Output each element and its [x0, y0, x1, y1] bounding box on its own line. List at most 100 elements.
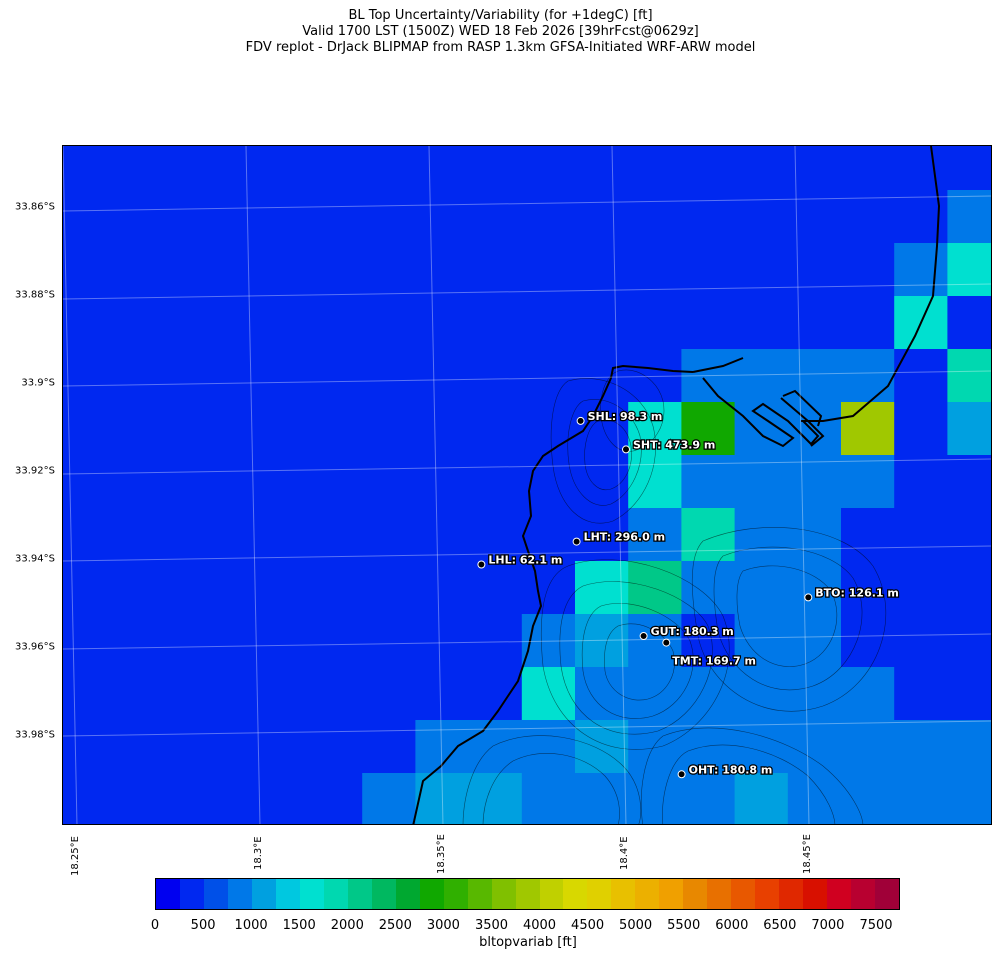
lat-gridline: [63, 195, 991, 212]
colorbar-segment: [491, 879, 516, 909]
colorbar-segment: [587, 879, 612, 909]
grid-cell: [63, 296, 97, 350]
grid-cell: [521, 402, 576, 456]
grid-cell: [415, 455, 470, 509]
colorbar-segment: [683, 879, 708, 909]
lat-tick-label: 33.9°S: [21, 377, 55, 389]
grid-cell: [415, 614, 470, 668]
grid-cell: [734, 667, 789, 721]
grid-cell: [628, 296, 682, 350]
grid-cell: [681, 243, 736, 297]
lat-tick-label: 33.96°S: [15, 641, 55, 653]
station-dot[interactable]: [804, 593, 813, 602]
grid-cell: [787, 667, 842, 721]
grid-cell: [309, 773, 363, 824]
terrain-contour: [584, 419, 632, 491]
grid-cell: [681, 508, 736, 562]
lon-tick-label: 18.35°E: [436, 834, 447, 874]
colorbar-segment: [347, 879, 372, 909]
grid-cell: [947, 190, 991, 244]
station-sht[interactable]: SHT: 473.9 m: [622, 437, 717, 454]
grid-cell: [628, 455, 682, 509]
station-dot[interactable]: [662, 638, 671, 647]
grid-cell: [415, 190, 470, 244]
grid-cell: [521, 146, 576, 191]
colorbar-segment: [203, 879, 228, 909]
lat-gridline: [63, 545, 991, 562]
grid-cell: [947, 146, 991, 191]
terrain-contour: [567, 399, 642, 506]
harbour-outline: [692, 357, 825, 448]
map-area[interactable]: SHL: 98.3 m SHT: 473.9 m LHT: 296.0 m LHL: …: [62, 145, 992, 825]
grid-cell: [894, 190, 948, 244]
grid-cell: [521, 561, 576, 615]
grid-cell: [681, 667, 736, 721]
colorbar-tick-label: 7500: [859, 918, 893, 933]
station-shl[interactable]: SHL: 98.3 m: [576, 409, 664, 425]
grid-cell: [149, 402, 204, 456]
grid-cell: [894, 508, 948, 562]
colorbar-segment: [467, 879, 492, 909]
colorbar-segment: [635, 879, 660, 909]
terrain-contour: [604, 623, 675, 701]
station-dot[interactable]: [639, 632, 648, 640]
grid-cell: [521, 190, 576, 244]
colorbar-segment: [299, 879, 324, 909]
station-gut[interactable]: GUT: 180.3 m: [639, 624, 735, 640]
grid-cell: [787, 561, 842, 615]
grid-cell: [841, 455, 895, 509]
station-dot[interactable]: [677, 770, 686, 779]
grid-cell: [628, 667, 682, 721]
grid-cell: [96, 561, 150, 615]
station-dot[interactable]: [572, 537, 581, 546]
grid-cell: [149, 243, 204, 297]
grid-cell: [63, 614, 97, 668]
grid-cell: [681, 146, 736, 191]
grid-cell: [255, 455, 310, 509]
station-dot[interactable]: [622, 445, 630, 454]
grid-cell: [787, 720, 842, 774]
lon-gridline: [611, 146, 627, 824]
grid-cell: [468, 773, 523, 824]
grid-cell: [575, 146, 629, 191]
grid-cell: [468, 508, 523, 562]
grid-cell: [149, 296, 204, 350]
grid-cell: [96, 243, 150, 297]
grid-cell: [947, 455, 991, 509]
grid-cell: [63, 146, 97, 191]
station-tmt[interactable]: TMT: 169.7 m: [662, 638, 757, 669]
grid-cell: [202, 508, 257, 562]
terrain-contour: [581, 603, 694, 719]
station-bto[interactable]: BTO: 126.1 m: [804, 585, 900, 602]
colorbar-segment: [755, 879, 780, 909]
grid-cell: [841, 296, 895, 350]
grid-cell: [63, 773, 97, 824]
station-dot[interactable]: [576, 416, 585, 425]
grid-cell: [149, 508, 204, 562]
grid-cell: [628, 349, 682, 403]
colorbar-segment: [563, 879, 588, 909]
grid-cell: [947, 561, 991, 615]
grid-cell: [149, 146, 204, 191]
grid-cell: [894, 455, 948, 509]
lon-tick-label: 18.25°E: [70, 836, 81, 876]
grid-cell: [149, 773, 204, 824]
colorbar-segment: [371, 879, 396, 909]
station-lhl[interactable]: LHL: 62.1 m: [477, 552, 564, 569]
grid-cell: [415, 296, 470, 350]
grid-cell: [734, 508, 789, 562]
grid-cell: [681, 190, 736, 244]
grid-cell: [202, 720, 257, 774]
colorbar-segment: [419, 879, 444, 909]
grid-cell: [309, 146, 363, 191]
grid-cell: [787, 455, 842, 509]
grid-cell: [362, 243, 416, 297]
station-oht[interactable]: OHT: 180.8 m: [677, 762, 774, 779]
east-coastline: [801, 146, 941, 422]
grid-cell: [468, 146, 523, 191]
chart-title: BL Top Uncertainty/Variability (for +1de…: [348, 8, 653, 23]
station-dot[interactable]: [477, 560, 486, 569]
station-lht[interactable]: LHT: 296.0 m: [572, 529, 666, 546]
grid-cell: [947, 614, 991, 668]
grid-cell: [415, 243, 470, 297]
